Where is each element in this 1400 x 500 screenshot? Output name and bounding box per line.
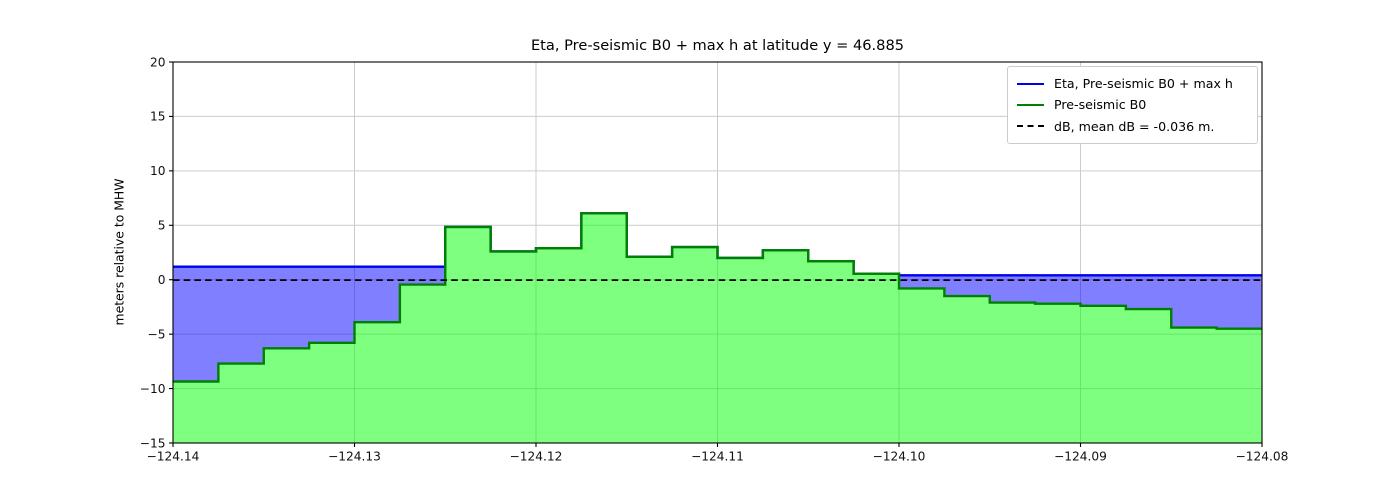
y-tick-label: −5 (148, 327, 166, 341)
legend-entry-b0: Pre-seismic B0 (1017, 94, 1248, 115)
db-dashed-sample-icon (1017, 125, 1044, 128)
x-tick-label: −124.13 (328, 450, 381, 464)
legend-entry-eta: Eta, Pre-seismic B0 + max h (1017, 73, 1248, 94)
y-tick-label: 10 (150, 164, 166, 178)
b0-line-sample-icon (1017, 103, 1044, 106)
legend-label: dB, mean dB = -0.036 m. (1054, 118, 1215, 134)
legend-label: Pre-seismic B0 (1054, 97, 1147, 113)
y-tick-label: 0 (158, 273, 166, 287)
y-tick-label: 20 (150, 55, 166, 69)
legend: Eta, Pre-seismic B0 + max h Pre-seismic … (1007, 66, 1258, 144)
x-tick-label: −124.09 (1054, 450, 1107, 464)
x-tick-label: −124.08 (1236, 450, 1289, 464)
y-tick-label: −10 (140, 382, 166, 396)
eta-area (173, 213, 1262, 382)
b0-line (173, 212, 1262, 383)
y-tick-label: 15 (150, 110, 166, 124)
legend-label: Eta, Pre-seismic B0 + max h (1054, 76, 1233, 92)
y-tick-label: 5 (158, 219, 166, 233)
x-tick-label: −124.14 (147, 450, 200, 464)
x-tick-label: −124.11 (691, 450, 744, 464)
x-tick-label: −124.12 (510, 450, 563, 464)
y-tick-label: −15 (140, 436, 166, 450)
y-axis-label: meters relative to MHW (111, 178, 127, 326)
legend-entry-db: dB, mean dB = -0.036 m. (1017, 116, 1248, 137)
eta-line-sample-icon (1017, 82, 1044, 85)
chart-title: Eta, Pre-seismic B0 + max h at latitude … (530, 37, 905, 54)
x-tick-label: −124.10 (873, 450, 926, 464)
